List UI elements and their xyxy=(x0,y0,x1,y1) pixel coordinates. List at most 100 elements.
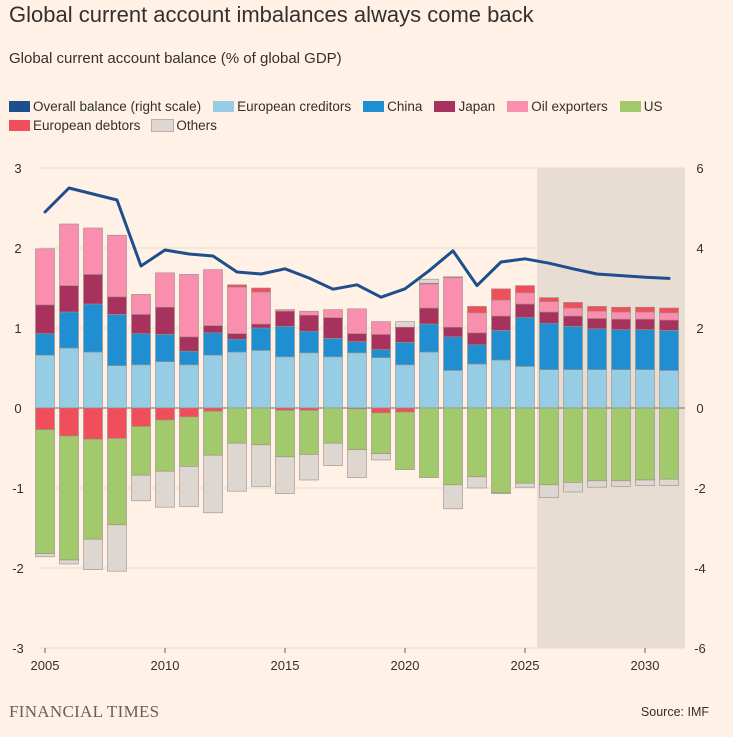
bar-segment xyxy=(467,476,487,489)
bar-segment xyxy=(35,354,55,409)
bar-segment xyxy=(659,370,679,409)
bar-segment xyxy=(107,296,127,315)
bar-segment xyxy=(323,407,343,444)
chart-subtitle: Global current account balance (% of glo… xyxy=(9,50,342,67)
bar-segment xyxy=(107,234,127,298)
y2-tick-label: 2 xyxy=(696,321,703,336)
y-tick-label: 3 xyxy=(14,161,21,176)
bar-segment xyxy=(227,284,247,288)
bar-segment xyxy=(83,303,103,353)
bar-segment xyxy=(155,419,175,472)
bar-segment xyxy=(83,407,103,440)
bar-segment xyxy=(539,407,559,486)
bar-segment xyxy=(59,407,79,437)
legend-swatch xyxy=(619,101,641,112)
bar-segment xyxy=(251,291,271,325)
bar-segment xyxy=(107,407,127,439)
bar-segment xyxy=(515,292,535,305)
bar-segment xyxy=(203,410,223,456)
bar-segment xyxy=(83,538,103,570)
bar-segment xyxy=(179,336,199,352)
bar-segment xyxy=(419,278,439,284)
bar-segment xyxy=(275,356,295,409)
bar-segment xyxy=(227,442,247,492)
bar-segment xyxy=(563,369,583,409)
legend-swatch xyxy=(363,101,385,112)
bar-segment xyxy=(347,352,367,409)
bar-segment xyxy=(299,310,319,316)
bar-segment xyxy=(539,369,559,409)
legend-swatch xyxy=(213,101,235,112)
bar-segment xyxy=(131,407,151,427)
bar-segment xyxy=(299,410,319,455)
chart-title: Global current account imbalances always… xyxy=(9,2,534,27)
bar-segment xyxy=(611,480,631,487)
y-tick-label: 1 xyxy=(14,321,21,336)
bar-segment xyxy=(587,318,607,330)
bar-segment xyxy=(347,308,367,334)
bar-segment xyxy=(539,311,559,324)
bar-segment xyxy=(563,407,583,483)
bar-segment xyxy=(491,288,511,301)
bar-segment xyxy=(59,435,79,561)
bar-segment xyxy=(635,306,655,313)
bar-segment xyxy=(371,453,391,461)
bar-segment xyxy=(587,480,607,488)
bar-segment xyxy=(659,319,679,331)
bar-segment xyxy=(275,310,295,327)
bar-segment xyxy=(203,332,223,356)
bar-segment xyxy=(491,299,511,317)
bar-segment xyxy=(491,407,511,494)
bar-segment xyxy=(35,553,55,558)
bar-segment xyxy=(659,307,679,314)
bar-segment xyxy=(491,359,511,409)
bar-segment xyxy=(347,449,367,478)
bar-segment xyxy=(131,426,151,476)
bar-segment xyxy=(563,482,583,493)
brand-logo: FINANCIAL TIMES xyxy=(9,702,160,721)
bar-segment xyxy=(347,333,367,342)
bar-segment xyxy=(467,332,487,346)
bar-segment xyxy=(131,364,151,409)
bar-segment xyxy=(179,407,199,418)
bar-segment xyxy=(491,315,511,331)
bar-segment xyxy=(155,272,175,308)
bar-segment xyxy=(59,285,79,313)
bar-segment xyxy=(635,329,655,370)
bar-segment xyxy=(515,366,535,409)
legend-item: European debtors xyxy=(9,117,140,134)
bar-segment xyxy=(299,454,319,481)
bar-segment xyxy=(323,442,343,466)
bar-segment xyxy=(611,369,631,409)
bar-segment xyxy=(539,322,559,370)
bar-segment xyxy=(635,318,655,330)
bar-segment xyxy=(443,277,463,328)
bar-segment xyxy=(611,311,631,320)
bar-segment xyxy=(539,297,559,302)
y2-tick-label: -6 xyxy=(694,641,706,656)
bar-segment xyxy=(203,354,223,409)
legend-item: Others xyxy=(151,117,217,134)
bar-segment xyxy=(635,311,655,320)
bar-segment xyxy=(635,407,655,481)
legend-swatch xyxy=(151,119,175,132)
bar-segment xyxy=(83,227,103,275)
legend-label: Others xyxy=(176,118,217,133)
bar-segment xyxy=(419,283,439,309)
x-tick-label: 2010 xyxy=(151,658,180,673)
bar-segment xyxy=(179,466,199,507)
legend-label: China xyxy=(387,99,423,114)
legend-label: European debtors xyxy=(33,118,141,133)
bar-segment xyxy=(227,333,247,340)
y2-tick-label: 0 xyxy=(696,401,703,416)
bar-segment xyxy=(395,407,415,413)
bar-segment xyxy=(275,410,295,458)
y-tick-label: -1 xyxy=(12,481,24,496)
bar-segment xyxy=(395,326,415,343)
bar-segment xyxy=(227,338,247,353)
bar-segment xyxy=(467,407,487,478)
bar-segment xyxy=(323,338,343,358)
bar-segment xyxy=(395,342,415,366)
bar-segment xyxy=(299,352,319,409)
bar-segment xyxy=(131,314,151,334)
